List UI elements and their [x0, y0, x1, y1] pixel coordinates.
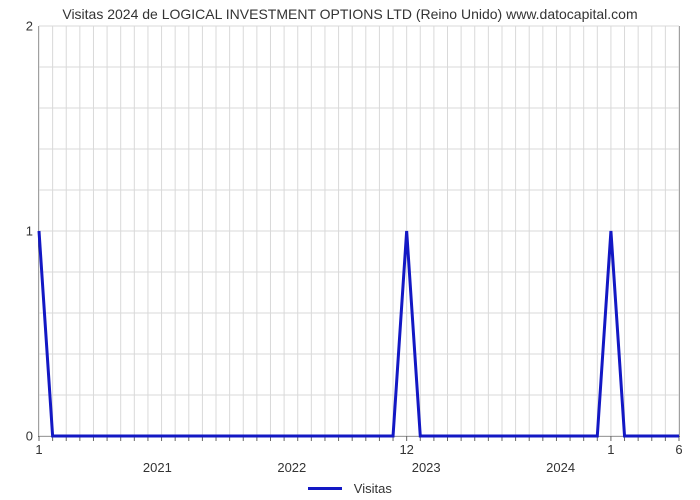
x-peak-label: 6: [675, 436, 682, 457]
legend-swatch: [308, 487, 342, 490]
x-peak-label: 12: [399, 436, 413, 457]
x-major-label: 2023: [412, 436, 441, 475]
chart-plot-area: 012202120222023202411216: [38, 26, 680, 437]
x-major-label: 2021: [143, 436, 172, 475]
y-tick-label: 2: [26, 19, 39, 34]
x-major-label: 2024: [546, 436, 575, 475]
legend-label: Visitas: [354, 481, 392, 496]
chart-title: Visitas 2024 de LOGICAL INVESTMENT OPTIO…: [0, 6, 700, 22]
x-peak-label: 1: [607, 436, 614, 457]
chart-svg: [39, 26, 679, 436]
data-line: [39, 231, 679, 436]
x-peak-label: 1: [35, 436, 42, 457]
chart-legend: Visitas: [0, 480, 700, 496]
x-major-label: 2022: [277, 436, 306, 475]
y-tick-label: 1: [26, 224, 39, 239]
